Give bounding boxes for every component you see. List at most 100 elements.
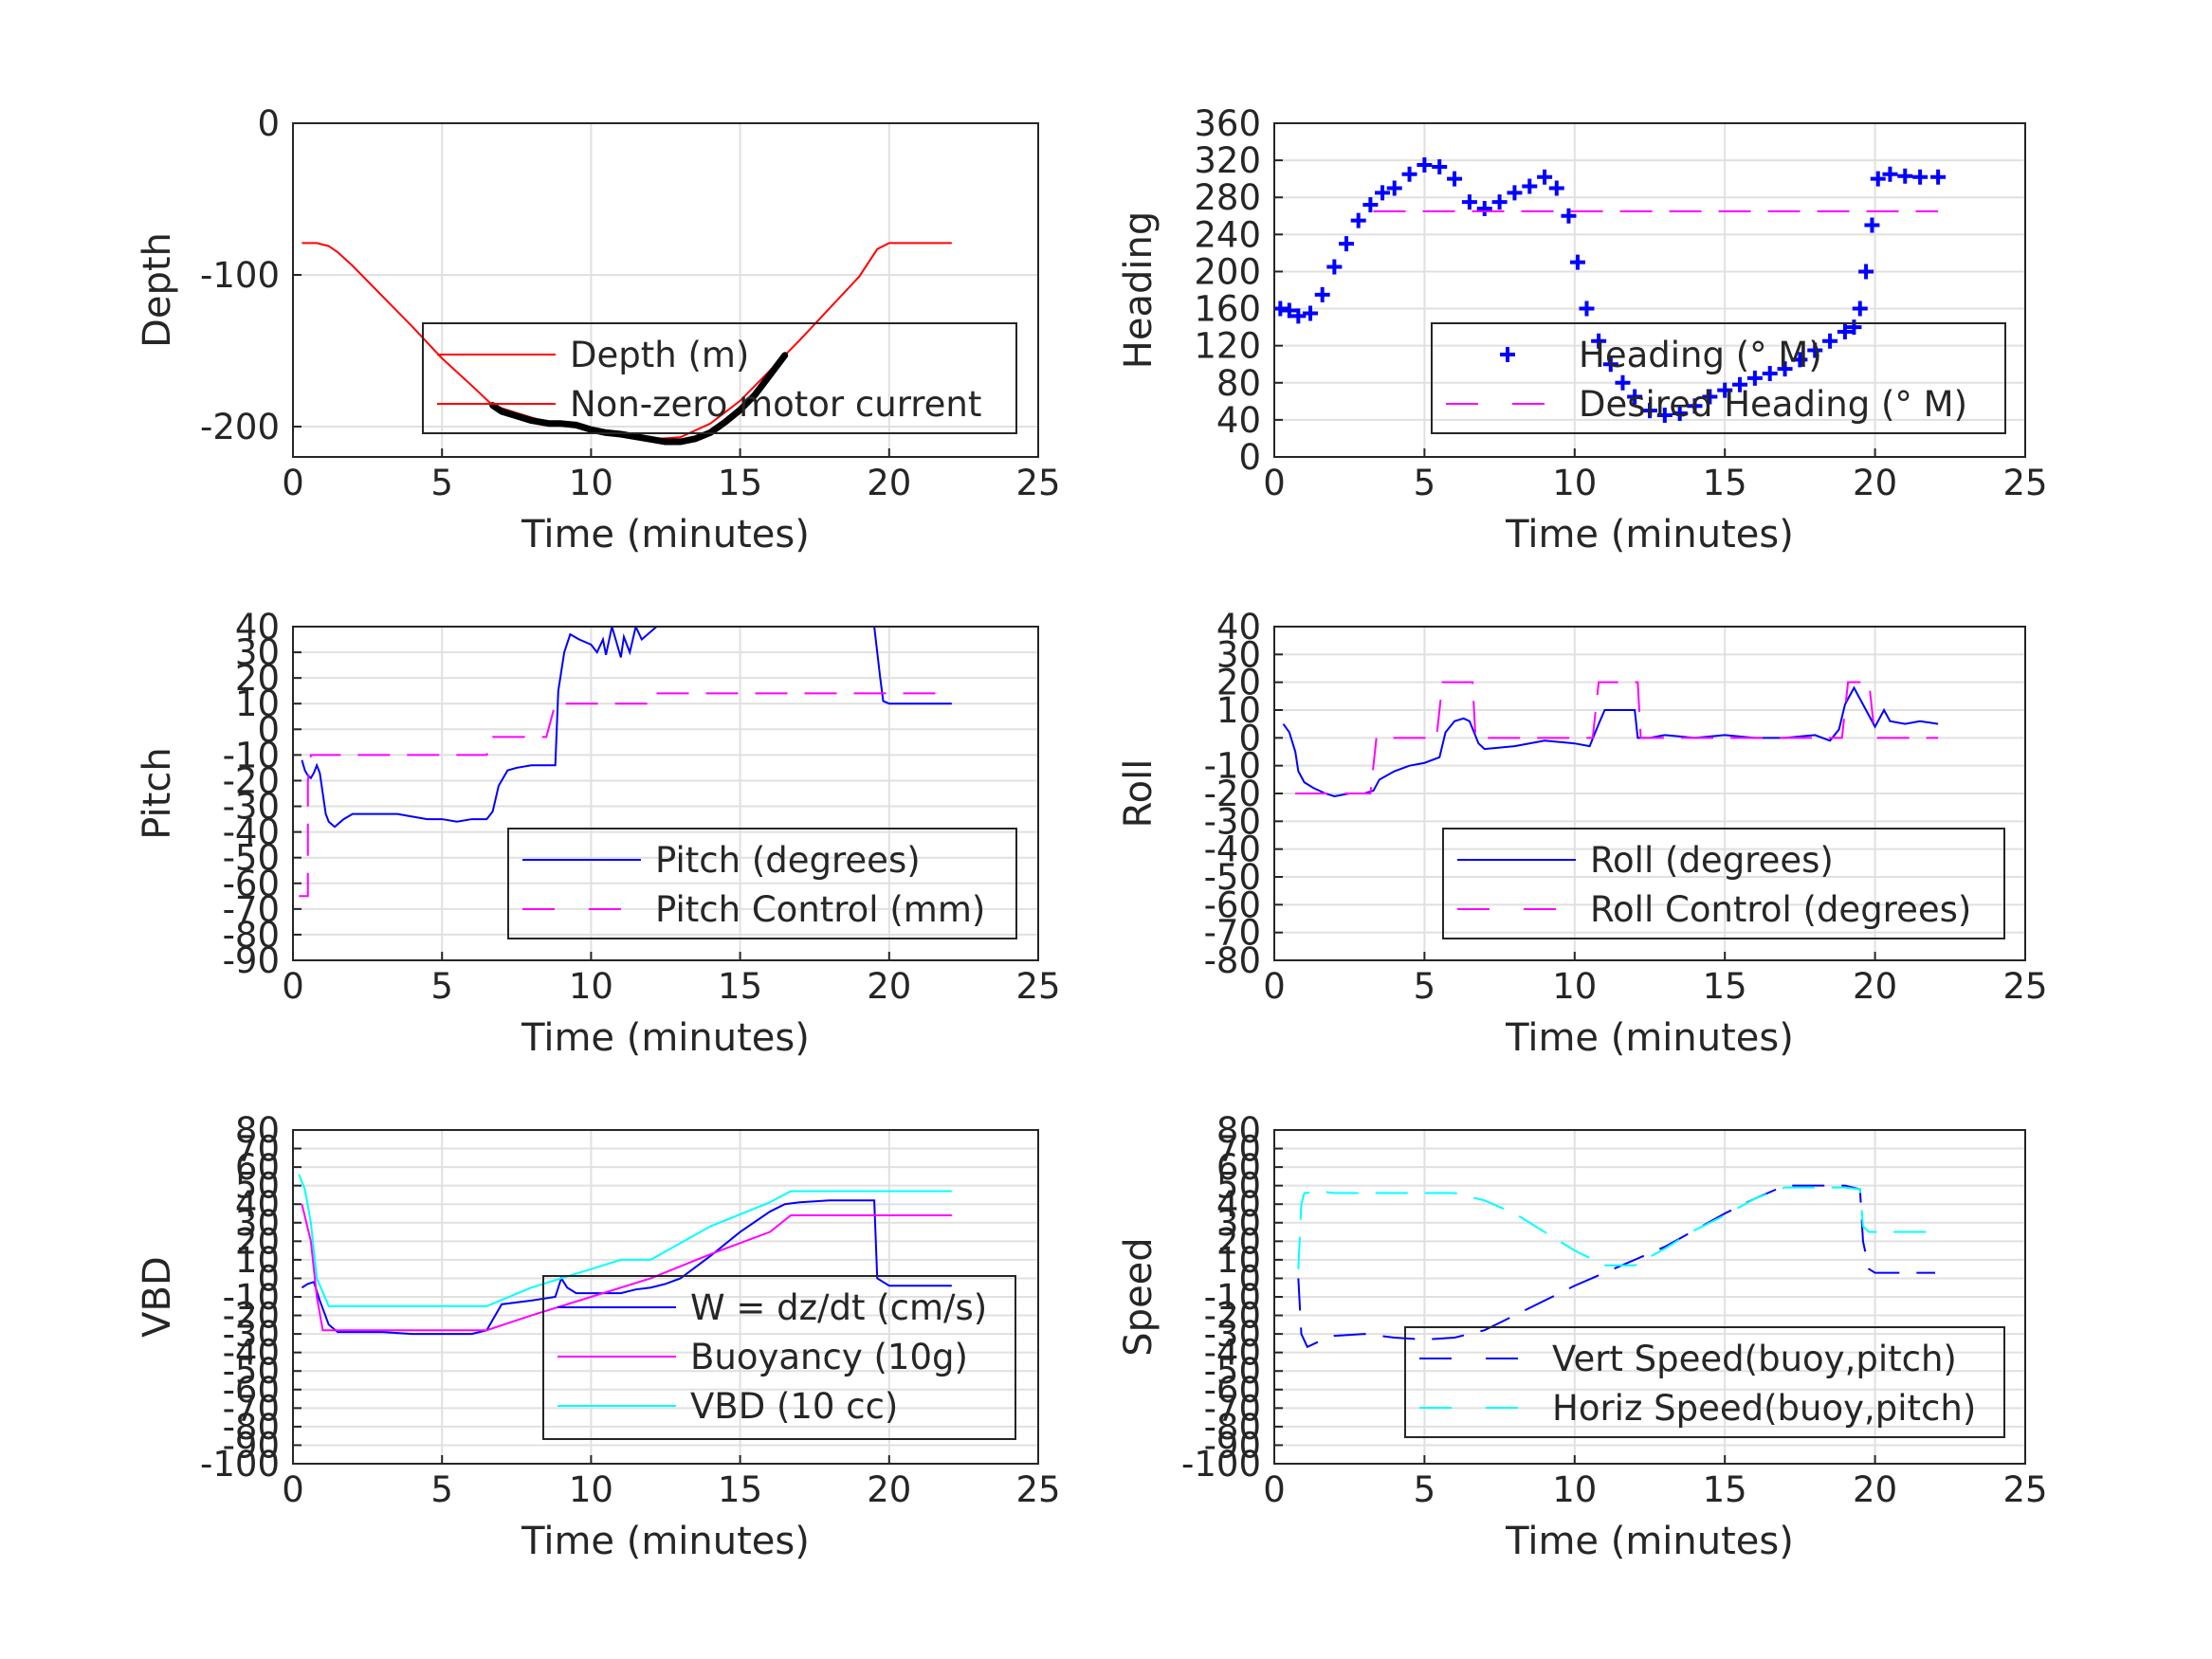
depth-legend-box — [422, 322, 1017, 434]
roll-ytick-label: 0 — [1238, 718, 1261, 758]
pitch-xtick-label: 10 — [569, 966, 613, 1007]
speed-ytick-label: -50 — [1204, 1351, 1261, 1392]
speed-ytick-label: 70 — [1216, 1129, 1261, 1170]
heading-series-0-point — [1717, 382, 1733, 398]
speed-ytick-label: 20 — [1216, 1221, 1261, 1262]
heading-xlabel: Time (minutes) — [1505, 513, 1794, 556]
heading-series-0-point — [1290, 308, 1307, 324]
heading-series-0-point — [1375, 185, 1391, 201]
roll-legend-label: Roll Control (degrees) — [1590, 889, 1971, 930]
speed-ytick-label: 80 — [1216, 1110, 1261, 1151]
heading-series-0-point — [1897, 168, 1913, 184]
roll-ytick-label: -10 — [1204, 746, 1261, 787]
vbd-ytick-label: 0 — [257, 1258, 280, 1299]
heading-series-0-point — [1362, 197, 1379, 213]
heading-series-0-point — [1401, 166, 1417, 182]
heading-xtick-label: 20 — [1853, 463, 1897, 503]
heading-series-0-point — [1537, 169, 1553, 185]
depth-xtick-label: 5 — [430, 463, 453, 503]
pitch-xtick-label: 20 — [867, 966, 911, 1007]
roll-xtick-label: 15 — [1703, 966, 1747, 1007]
speed-panel: 0 5 10 15 20 25-100-90-80-70-60-50-40-30-20-1… — [1117, 1110, 2048, 1563]
heading-ytick-label: 200 — [1194, 251, 1261, 292]
vbd-ytick-label: -10 — [223, 1277, 280, 1318]
roll-ytick-label: -30 — [1204, 801, 1261, 842]
pitch-panel: 0 5 10 15 20 25-90-80-70-60-50-40-30-20-10010… — [136, 607, 1061, 1060]
vbd-xtick-label: 25 — [1015, 1469, 1060, 1510]
roll-xtick-label: 10 — [1552, 966, 1597, 1007]
speed-ytick-label: -60 — [1204, 1370, 1261, 1411]
pitch-legend-box — [507, 828, 1017, 939]
heading-series-0-point — [1326, 259, 1343, 275]
roll-ytick-label: -80 — [1204, 940, 1261, 981]
heading-series-0-point — [1846, 319, 1862, 336]
pitch-ytick-label: -10 — [223, 735, 280, 775]
vbd-ytick-label: -60 — [223, 1370, 280, 1411]
heading-series-0-point — [1339, 236, 1355, 252]
vbd-xtick-label: 15 — [718, 1469, 762, 1510]
vbd-ytick-label: 10 — [235, 1240, 280, 1281]
speed-legend-label: Vert Speed(buoy,pitch) — [1552, 1339, 1957, 1379]
heading-series-0-point — [1882, 166, 1898, 182]
heading-ytick-label: 360 — [1194, 103, 1261, 144]
heading-axes-box — [1273, 122, 2026, 458]
vbd-legend-label: W = dz/dt (cm/s) — [690, 1287, 987, 1328]
vbd-ytick-label: -20 — [223, 1296, 280, 1337]
heading-series-0-point — [1461, 194, 1477, 210]
depth-panel: 0 5 10 15 20 25 0 -100 -200 Time (minutes) Depth De… — [136, 103, 1061, 556]
pitch-legend: Pitch (degrees) Pitch Control (mm) — [507, 828, 1017, 939]
speed-legend: Vert Speed(buoy,pitch) Horiz Speed(buoy,p… — [1404, 1326, 2005, 1438]
vbd-ytick-label: 70 — [235, 1129, 280, 1170]
pitch-ytick-label: -20 — [223, 760, 280, 801]
roll-ytick-label: -50 — [1204, 857, 1261, 898]
speed-ytick-label: 50 — [1216, 1166, 1261, 1207]
speed-ytick-label: -30 — [1204, 1314, 1261, 1355]
vbd-ytick-label: 50 — [235, 1166, 280, 1207]
depth-ytick-label: 0 — [257, 103, 280, 144]
heading-series-0-point — [1602, 356, 1618, 373]
roll-ytick-label: 10 — [1216, 690, 1261, 731]
pitch-xtick-label: 0 — [282, 966, 304, 1007]
speed-ytick-label: 40 — [1216, 1184, 1261, 1225]
heading-series-0-point — [1642, 403, 1657, 419]
heading-series-0-point — [1656, 408, 1673, 423]
pitch-xtick-label: 5 — [430, 966, 453, 1007]
pitch-series-0-line — [873, 627, 952, 705]
depth-series-1-markers — [489, 352, 789, 446]
heading-series-0-point — [1687, 398, 1703, 414]
heading-series-0-point — [1852, 301, 1868, 317]
pitch-ytick-label: -80 — [223, 915, 280, 956]
heading-series-0-point — [1386, 180, 1402, 196]
vbd-ytick-label: 60 — [235, 1147, 280, 1188]
pitch-series-1-line — [299, 692, 952, 898]
roll-ytick-label: 30 — [1216, 634, 1261, 675]
roll-xlabel: Time (minutes) — [1505, 1016, 1794, 1060]
pitch-ytick-label: -70 — [223, 889, 280, 930]
vbd-series-0-line — [301, 1199, 952, 1336]
pitch-legend-label: Pitch (degrees) — [655, 840, 921, 881]
depth-axes-box — [292, 122, 1039, 458]
roll-legend: Roll (degrees) Roll Control (degrees) — [1442, 828, 2005, 939]
heading-ytick-label: 280 — [1194, 177, 1261, 218]
heading-series-0-point — [1507, 185, 1523, 201]
heading-series-0-point — [1858, 264, 1874, 280]
speed-series-1-line — [1297, 1186, 1935, 1269]
pitch-ytick-label: -30 — [223, 787, 280, 828]
roll-xtick-label: 5 — [1414, 966, 1436, 1007]
roll-xtick-label: 20 — [1853, 966, 1897, 1007]
depth-xtick-label: 25 — [1015, 463, 1060, 503]
roll-panel: 0 5 10 15 20 25-80-70-60-50-40-30-20-10010203… — [1117, 607, 2048, 1060]
heading-legend-label: Heading (° M) — [1579, 335, 1822, 375]
heading-legend-box — [1431, 322, 2006, 434]
heading-series-0-point — [1792, 352, 1808, 368]
roll-ytick-label: 20 — [1216, 663, 1261, 703]
roll-axes-box — [1273, 626, 2026, 961]
speed-ytick-label: -70 — [1204, 1388, 1261, 1429]
speed-ytick-label: -20 — [1204, 1296, 1261, 1337]
depth-legend-label: Depth (m) — [570, 335, 749, 375]
depth-xlabel: Time (minutes) — [521, 513, 810, 556]
heading-data — [1274, 157, 1947, 423]
vbd-xtick-label: 20 — [867, 1469, 911, 1510]
heading-series-0-point — [1522, 178, 1538, 194]
heading-legend-label: Desired Heading (° M) — [1579, 384, 1967, 425]
